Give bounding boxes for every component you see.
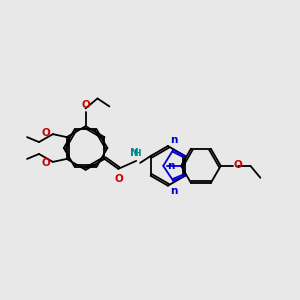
Text: H: H [134,149,141,158]
Text: O: O [234,160,242,170]
Text: O: O [115,174,124,184]
Text: n: n [167,161,175,171]
Text: n: n [170,186,178,196]
Text: n: n [170,135,178,145]
Text: O: O [41,158,50,168]
Text: N: N [130,148,139,158]
Text: O: O [41,128,50,138]
Text: O: O [81,100,90,110]
